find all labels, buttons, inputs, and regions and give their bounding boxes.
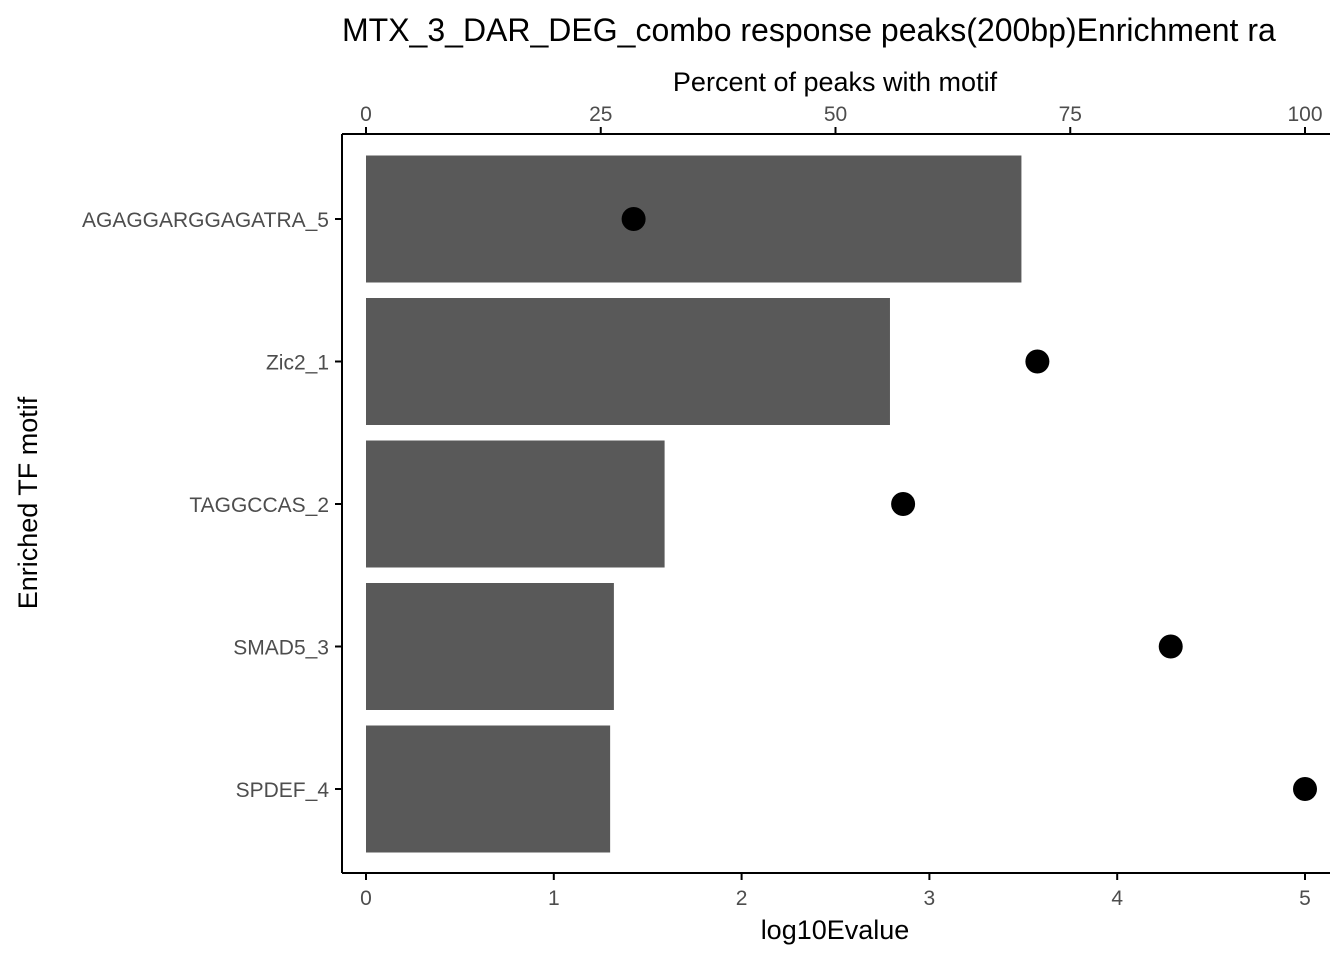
category-label: TAGGCCAS_2 [189, 494, 329, 517]
top-tick-label: 25 [589, 103, 612, 126]
point [1025, 349, 1050, 374]
plot-area: 0 1 2 3 4 50 25 50 75 100AGAGGARGGAGATRA_5Zic2_1T… [82, 103, 1330, 910]
point [1158, 634, 1183, 659]
point [891, 492, 916, 516]
top-tick-label: 50 [824, 103, 847, 126]
top-tick-label: 0 [360, 103, 372, 126]
top-tick-label: 75 [1059, 103, 1082, 126]
top-axis-title: Percent of peaks with motif [673, 67, 998, 97]
category-label: AGAGGARGGAGATRA_5 [82, 209, 329, 232]
bar [366, 583, 614, 710]
bar [366, 155, 1022, 283]
bar [366, 440, 665, 568]
point [621, 207, 646, 231]
bottom-tick-label: 1 [548, 887, 560, 910]
bottom-tick-label: 2 [736, 887, 748, 910]
bottom-axis-title: log10Evalue [761, 915, 910, 945]
top-tick-label: 100 [1287, 103, 1322, 126]
bottom-tick-label: 5 [1299, 887, 1311, 910]
bottom-tick-label: 0 [360, 887, 372, 910]
chart-title: MTX_3_DAR_DEG_combo response peaks(200bp… [342, 12, 1276, 48]
bar [366, 725, 611, 853]
bottom-tick-label: 3 [924, 887, 936, 910]
point [1293, 777, 1317, 801]
bottom-tick-label: 4 [1111, 887, 1123, 910]
category-label: SPDEF_4 [236, 779, 330, 802]
bar [366, 298, 890, 425]
category-label: SMAD5_3 [233, 637, 329, 660]
category-label: Zic2_1 [266, 352, 329, 375]
y-axis-title: Enriched TF motif [13, 396, 43, 609]
